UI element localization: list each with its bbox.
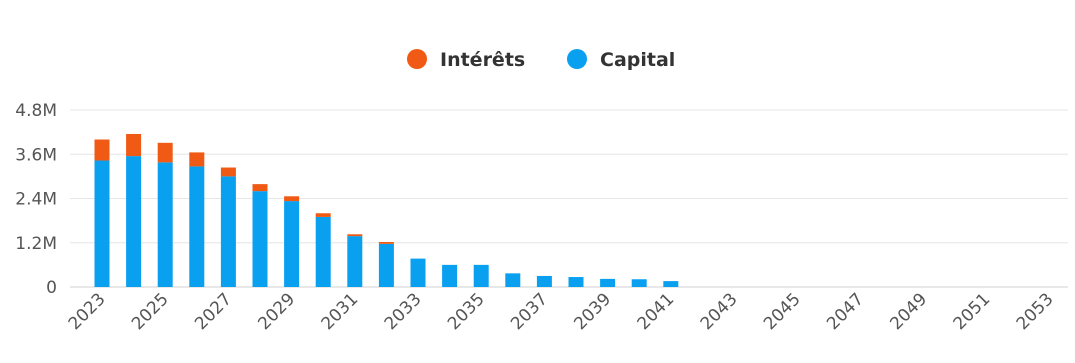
x-tick-label: 2049 [886,289,931,334]
x-tick-label: 2025 [128,289,173,334]
bar-interets-2031[interactable] [347,234,363,237]
x-tick-label: 2031 [318,289,363,334]
bar-capital-2037[interactable] [536,275,552,287]
bar-capital-2025[interactable] [157,162,173,287]
x-tick-label: 2037 [507,289,552,334]
bar-capital-2026[interactable] [189,166,205,287]
bar-capital-2023[interactable] [94,160,110,287]
bar-interets-2025[interactable] [157,142,173,163]
bar-capital-2038[interactable] [568,277,584,287]
grid-lines [70,109,1068,288]
y-tick-label: 2.4M [15,190,57,210]
x-axis: 2023 2025 2027 2029 2031 2033 2035 2037 2039 2041… [65,289,1058,334]
x-tick-label: 2041 [634,289,679,334]
bar-interets-2032[interactable] [378,242,394,244]
bar-interets-2026[interactable] [189,152,205,167]
bars [94,133,679,287]
x-tick-label: 2027 [191,289,236,334]
x-tick-label: 2053 [1013,289,1058,334]
bar-interets-2024[interactable] [126,133,142,157]
y-tick-label: 0 [46,278,57,298]
bar-capital-2041[interactable] [663,281,679,287]
bar-capital-2039[interactable] [600,278,616,287]
bar-interets-2028[interactable] [252,184,268,192]
legend-label-capital: Capital [600,49,675,71]
legend-label-interets: Intérêts [440,49,525,71]
x-tick-label: 2051 [950,289,995,334]
bar-capital-2033[interactable] [410,258,426,287]
x-tick-label: 2045 [760,289,805,334]
bar-interets-2027[interactable] [220,167,236,177]
bar-capital-2031[interactable] [347,236,363,287]
legend-item-interets[interactable]: Intérêts [407,49,525,71]
x-tick-label: 2035 [444,289,489,334]
bar-interets-2029[interactable] [284,196,300,202]
y-tick-label: 4.8M [15,101,57,121]
y-axis: 0 1.2M 2.4M 3.6M 4.8M [15,101,57,298]
x-tick-label: 2039 [570,289,615,334]
legend-item-capital[interactable]: Capital [567,49,675,71]
y-tick-label: 1.2M [15,234,57,254]
x-tick-label: 2043 [697,289,742,334]
x-tick-label: 2047 [823,289,868,334]
bar-capital-2028[interactable] [252,191,268,287]
bar-interets-2023[interactable] [94,139,110,161]
bar-capital-2030[interactable] [315,216,331,287]
x-tick-label: 2023 [65,289,110,334]
bar-capital-2027[interactable] [220,176,236,287]
bar-interets-2030[interactable] [315,213,331,217]
bar-capital-2032[interactable] [378,243,394,287]
x-tick-label: 2029 [254,289,299,334]
bar-capital-2035[interactable] [473,264,489,287]
y-tick-label: 3.6M [15,145,57,165]
bar-capital-2024[interactable] [126,156,142,287]
legend[interactable]: Intérêts Capital [407,49,675,71]
bar-capital-2040[interactable] [631,279,647,287]
bar-capital-2034[interactable] [442,264,458,287]
legend-marker-interets [407,49,427,69]
bar-capital-2036[interactable] [505,273,521,287]
bar-capital-2029[interactable] [284,201,300,287]
x-tick-label: 2033 [381,289,426,334]
legend-marker-capital [567,49,587,69]
